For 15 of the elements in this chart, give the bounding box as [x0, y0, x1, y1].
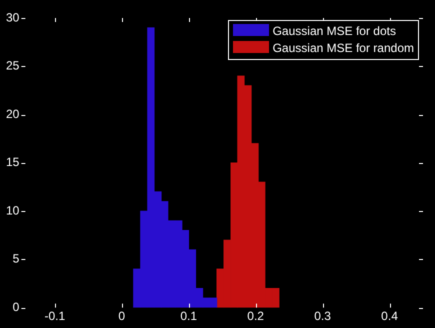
legend-label: Gaussian MSE for random — [272, 41, 414, 55]
y-tick-label: 5 — [12, 252, 20, 266]
x-tick-label: 0.3 — [314, 309, 332, 324]
legend-label: Gaussian MSE for dots — [272, 24, 396, 38]
x-tick-label: -0.1 — [44, 309, 66, 324]
x-tick-label: 0.1 — [180, 309, 198, 324]
x-tick-label: 0.4 — [381, 309, 398, 324]
y-tick-label: 0 — [12, 300, 20, 314]
y-tick-label: 10 — [6, 203, 20, 218]
y-tick-label: 15 — [6, 155, 20, 170]
x-tick-label: 0.2 — [247, 309, 264, 324]
x-tick-label: 0 — [118, 309, 126, 324]
y-tick-label: 30 — [6, 10, 20, 24]
y-tick-label: 25 — [6, 58, 20, 73]
y-tick-label: 20 — [6, 106, 20, 121]
